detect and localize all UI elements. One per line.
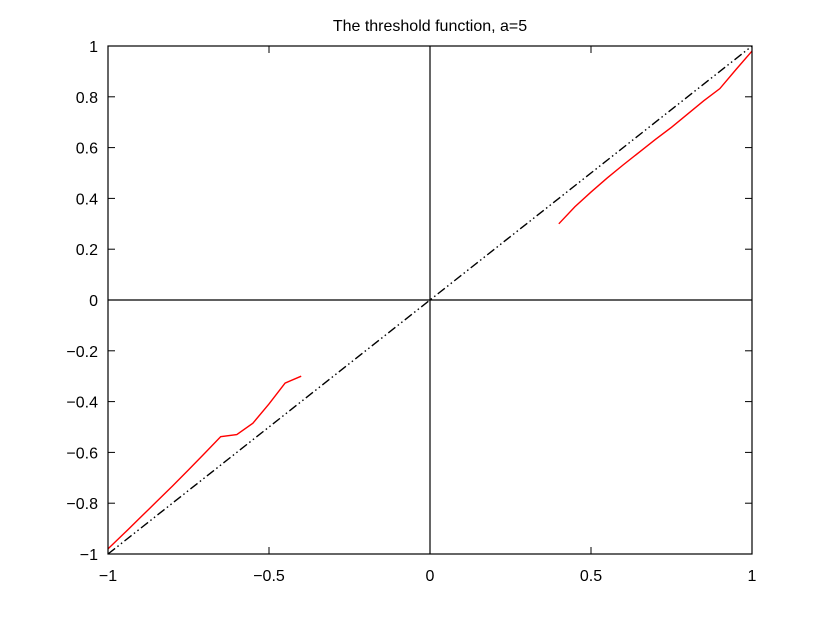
y-tick-label: −1 <box>80 547 98 564</box>
y-tick-label: 0.2 <box>76 242 98 259</box>
y-tick-label: −0.2 <box>66 344 98 361</box>
y-tick-label: 0 <box>89 293 98 310</box>
x-tick-label: 0 <box>426 568 435 585</box>
x-tick-label: −1 <box>99 568 117 585</box>
x-tick-label: 0.5 <box>580 568 602 585</box>
y-tick-label: 0.6 <box>76 141 98 158</box>
y-tick-label: 0.8 <box>76 90 98 107</box>
series-line-1 <box>107 375 302 550</box>
x-tick-label: 1 <box>748 568 757 585</box>
y-tick-label: 0.4 <box>76 191 98 208</box>
y-tick-label: 1 <box>89 39 98 56</box>
x-tick-label: −0.5 <box>253 568 285 585</box>
plot-area: −1 −0.5 0 0.5 1 −1 −0.8 −0.6 −0.4 −0.2 0 0.2 0.4 0.6 0… <box>66 39 756 585</box>
series-line-2 <box>558 50 753 225</box>
y-tick-label: −0.8 <box>66 496 98 513</box>
y-tick-label: −0.4 <box>66 395 98 412</box>
y-tick-label: −0.6 <box>66 445 98 462</box>
chart-title: The threshold function, a=5 <box>333 18 527 35</box>
